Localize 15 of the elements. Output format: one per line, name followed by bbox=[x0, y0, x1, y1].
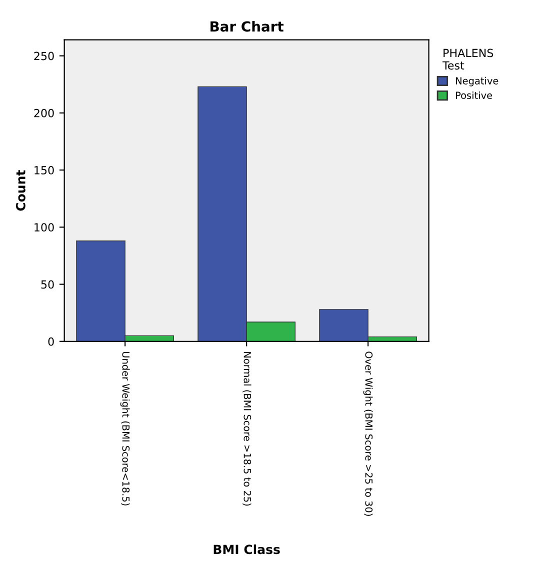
legend-label: Positive bbox=[456, 91, 492, 100]
y-tick-label: 150 bbox=[34, 166, 54, 174]
legend-label: Negative bbox=[456, 76, 498, 86]
x-tick-label: Under Weight (BMI Score<18.5) bbox=[120, 352, 130, 506]
y-tick-label: 100 bbox=[34, 223, 54, 232]
x-axis-title: BMI Class bbox=[214, 544, 280, 554]
y-tick-label: 250 bbox=[34, 52, 54, 60]
chart-title: Bar Chart bbox=[210, 20, 284, 32]
y-tick-label: 50 bbox=[41, 280, 54, 289]
y-tick-label: 0 bbox=[48, 337, 54, 346]
x-tick-label: Over Wight (BMI Score >25 to 30) bbox=[363, 352, 373, 516]
y-axis-title: Count bbox=[16, 170, 26, 211]
x-tick-label: Normal (BMI Score >18.5 to 25) bbox=[242, 352, 252, 506]
y-tick-label: 200 bbox=[34, 108, 54, 118]
legend-title: PHALENS Test bbox=[442, 48, 494, 70]
